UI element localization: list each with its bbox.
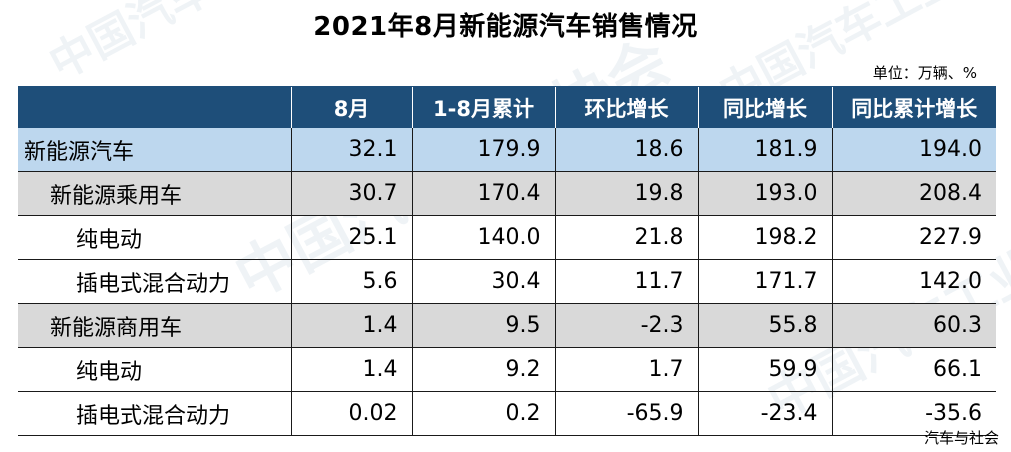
table-cell: 170.4 <box>411 171 555 216</box>
table-cell: 0.2 <box>411 391 555 436</box>
table-cell: 0.02 <box>290 391 412 436</box>
table-cell: -65.9 <box>554 391 698 436</box>
table-cell: 5.6 <box>290 259 412 304</box>
sales-table: 8月 1-8月累计 环比增长 同比增长 同比累计增长 新能源汽车 32.1 17… <box>18 86 996 436</box>
table-cell: 140.0 <box>411 215 555 260</box>
column-header: 环比增长 <box>554 86 698 128</box>
table-cell: 1.7 <box>554 347 698 392</box>
table-cell: 193.0 <box>697 171 832 216</box>
table-row: 新能源汽车 32.1 179.9 18.6 181.9 194.0 <box>18 128 996 172</box>
row-label: 新能源商用车 <box>18 303 291 348</box>
table-cell: -23.4 <box>697 391 832 436</box>
table-cell: 19.8 <box>554 171 698 216</box>
table-cell: 1.4 <box>290 347 412 392</box>
table-row: 插电式混合动力 0.02 0.2 -65.9 -23.4 -35.6 <box>18 391 996 436</box>
unit-label: 单位：万辆、% <box>872 64 977 82</box>
table-cell: 11.7 <box>554 259 698 304</box>
table-row: 纯电动 25.1 140.0 21.8 198.2 227.9 <box>18 215 996 260</box>
table-header-row: 8月 1-8月累计 环比增长 同比增长 同比累计增长 <box>18 86 996 128</box>
row-label: 插电式混合动力 <box>18 259 291 304</box>
table-cell: 171.7 <box>697 259 832 304</box>
table-cell: 21.8 <box>554 215 698 260</box>
table-cell: 60.3 <box>831 303 996 348</box>
table-cell: 55.8 <box>697 303 832 348</box>
page-title: 2021年8月新能源汽车销售情况 <box>313 12 698 42</box>
source-credit: 汽车与社会 <box>923 429 999 447</box>
table-cell: 9.2 <box>411 347 555 392</box>
table-cell: 194.0 <box>831 128 996 172</box>
table-cell: -2.3 <box>554 303 698 348</box>
table-cell: 18.6 <box>554 128 698 172</box>
column-header: 同比累计增长 <box>831 86 996 128</box>
table-row: 插电式混合动力 5.6 30.4 11.7 171.7 142.0 <box>18 259 996 304</box>
column-header: 1-8月累计 <box>411 86 555 128</box>
table-row: 新能源乘用车 30.7 170.4 19.8 193.0 208.4 <box>18 171 996 216</box>
table-cell: 32.1 <box>290 128 412 172</box>
table-cell: 9.5 <box>411 303 555 348</box>
table-cell: 25.1 <box>290 215 412 260</box>
table-cell: 227.9 <box>831 215 996 260</box>
row-label: 纯电动 <box>18 347 291 392</box>
column-header <box>18 86 291 128</box>
table-cell: 181.9 <box>697 128 832 172</box>
table-cell: 1.4 <box>290 303 412 348</box>
table-cell: 66.1 <box>831 347 996 392</box>
table-row: 纯电动 1.4 9.2 1.7 59.9 66.1 <box>18 347 996 392</box>
column-header: 同比增长 <box>697 86 832 128</box>
column-header: 8月 <box>290 86 412 128</box>
table-cell: 30.7 <box>290 171 412 216</box>
row-label: 插电式混合动力 <box>18 391 291 436</box>
row-label: 新能源乘用车 <box>18 171 291 216</box>
table-cell: -35.6 <box>831 391 996 436</box>
row-label: 新能源汽车 <box>18 128 291 172</box>
row-label: 纯电动 <box>18 215 291 260</box>
table-cell: 142.0 <box>831 259 996 304</box>
table-cell: 179.9 <box>411 128 555 172</box>
table-cell: 198.2 <box>697 215 832 260</box>
table-cell: 59.9 <box>697 347 832 392</box>
table-row: 新能源商用车 1.4 9.5 -2.3 55.8 60.3 <box>18 303 996 348</box>
table-cell: 30.4 <box>411 259 555 304</box>
table-cell: 208.4 <box>831 171 996 216</box>
